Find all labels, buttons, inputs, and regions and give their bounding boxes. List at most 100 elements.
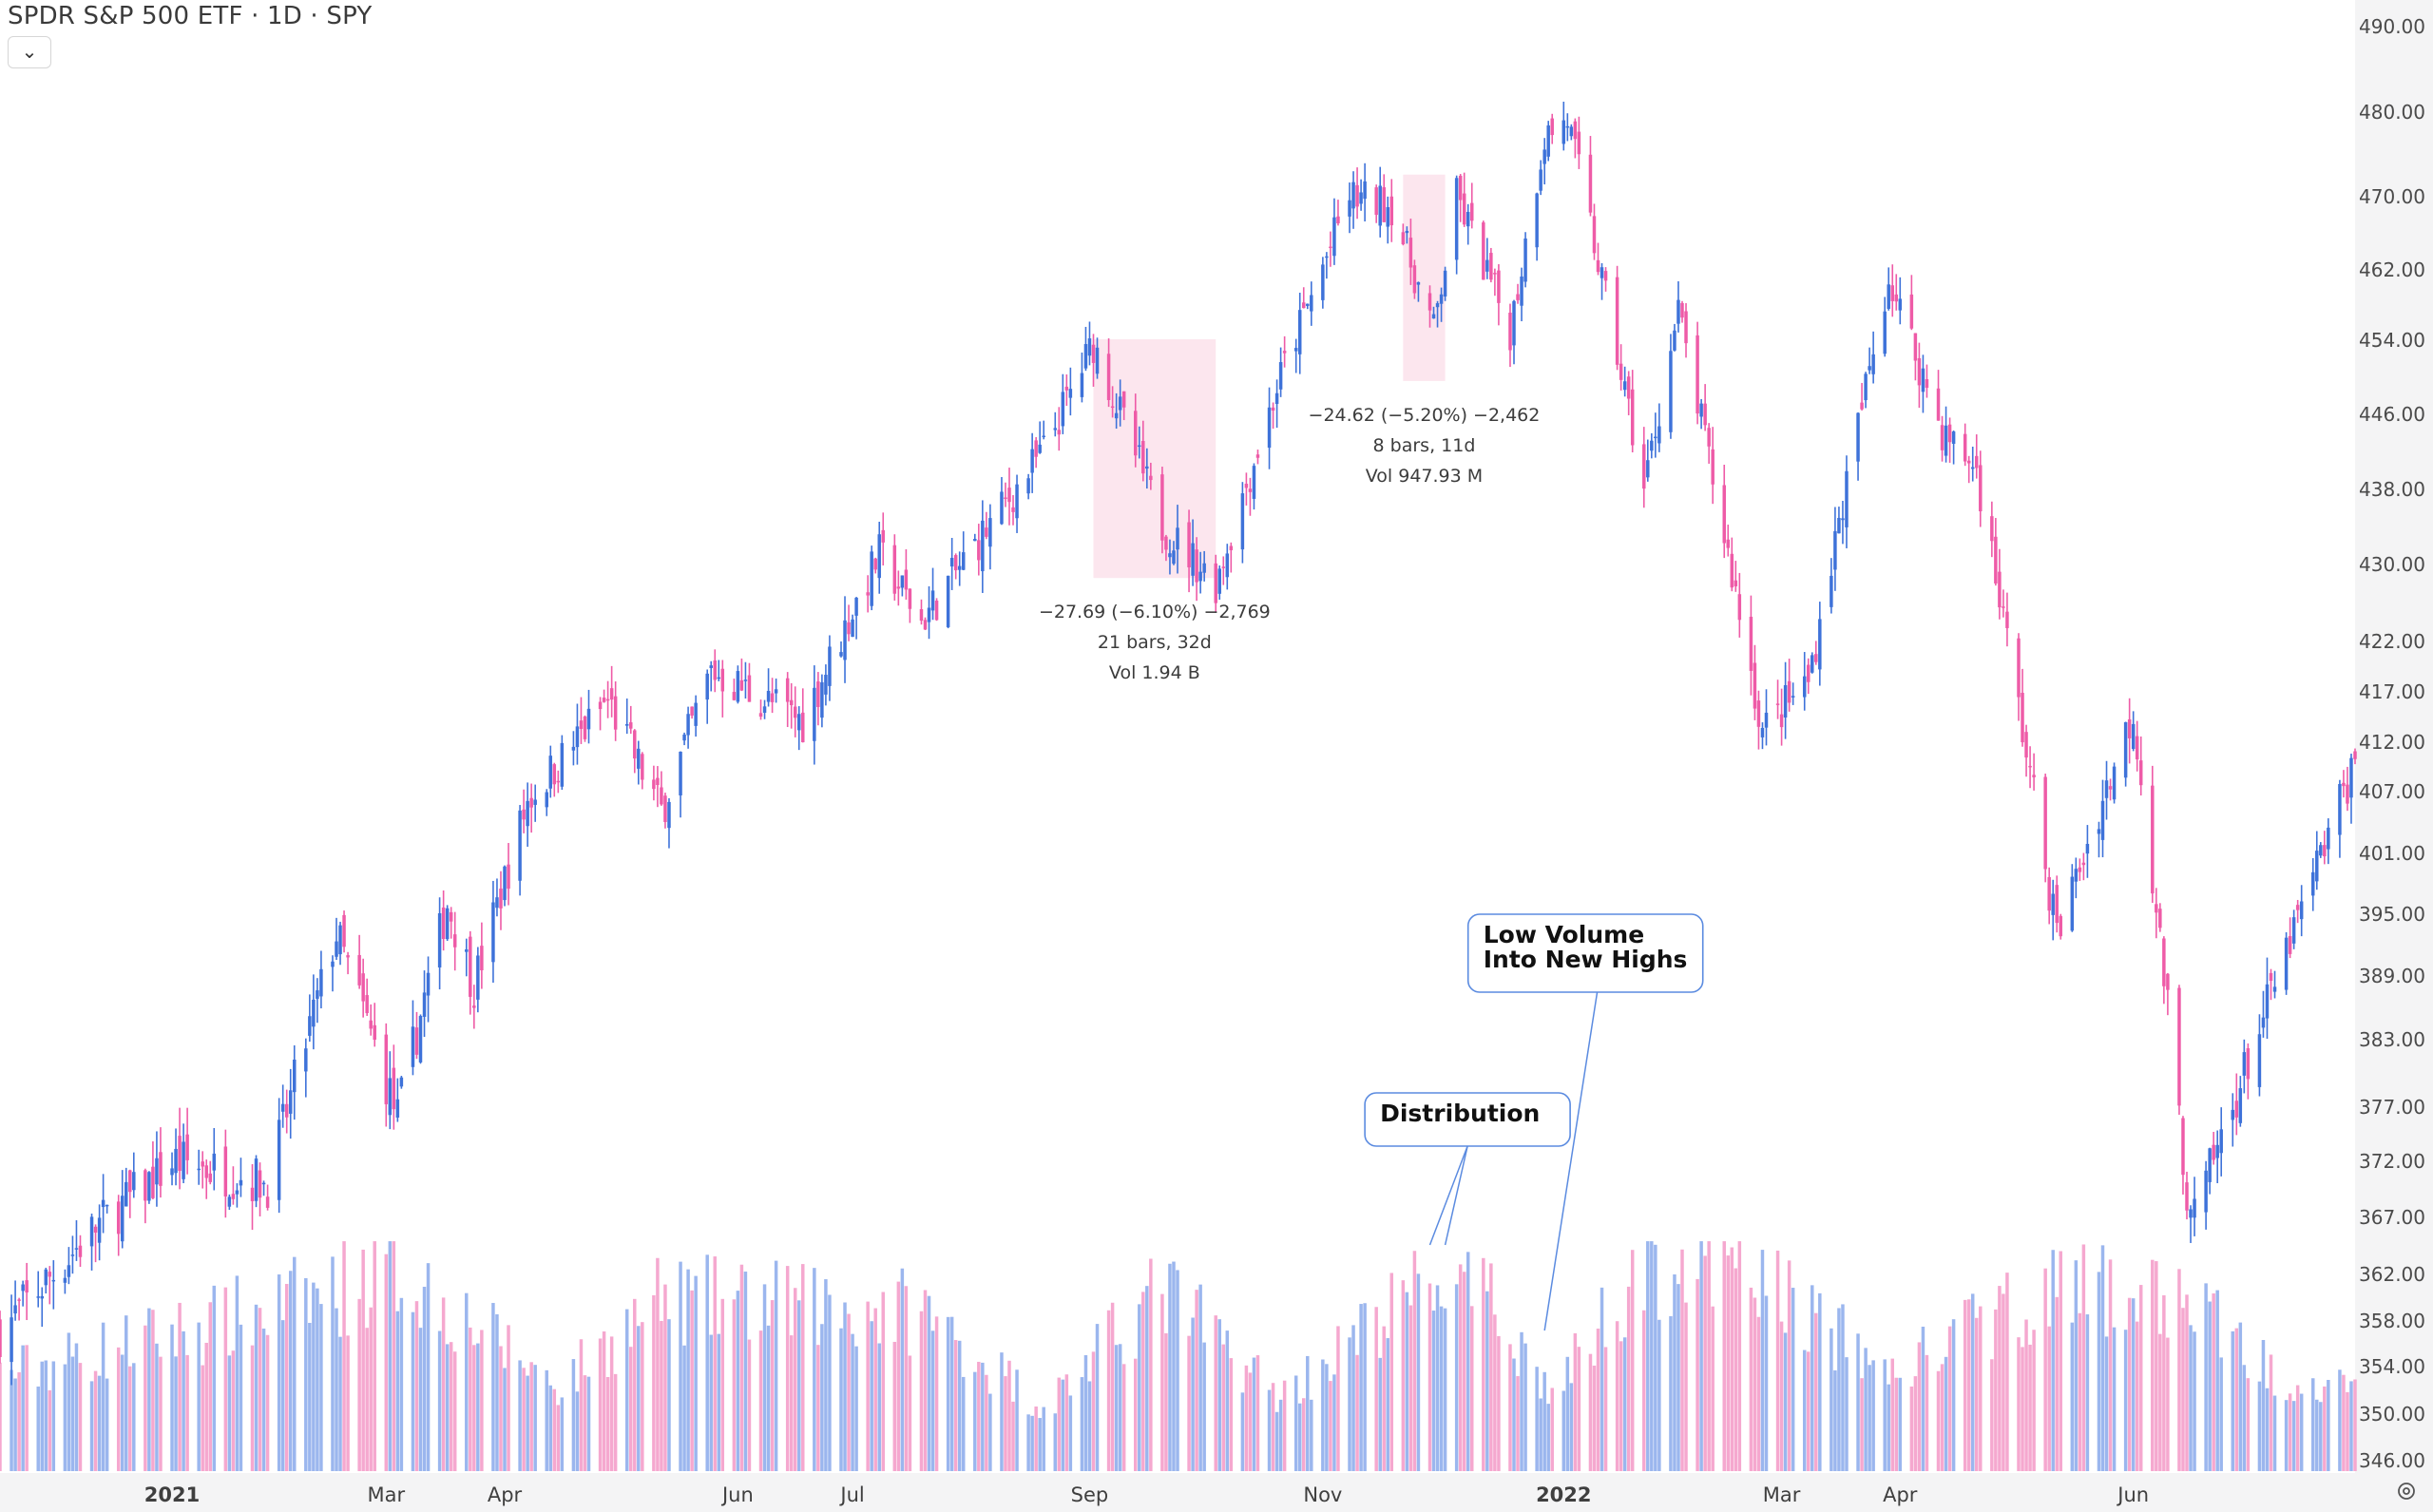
candle-body bbox=[1439, 294, 1444, 304]
volume-bar bbox=[854, 1346, 858, 1471]
candle-body bbox=[2097, 829, 2101, 834]
candle-body bbox=[1030, 449, 1034, 473]
volume-bar bbox=[1348, 1337, 1351, 1471]
volume-bar bbox=[288, 1271, 293, 1471]
volume-bar bbox=[1600, 1287, 1604, 1471]
volume-bar bbox=[637, 1326, 641, 1471]
candle-body bbox=[1669, 351, 1673, 432]
candle-body bbox=[663, 795, 667, 822]
measurement-box[interactable] bbox=[1093, 339, 1216, 579]
volume-bar bbox=[465, 1292, 469, 1471]
candle-body bbox=[2112, 766, 2117, 800]
candle-body bbox=[1894, 294, 1899, 302]
settings-button[interactable] bbox=[2393, 1478, 2420, 1504]
candle-body bbox=[2127, 718, 2132, 738]
volume-bar bbox=[1994, 1309, 1998, 1471]
candle-body bbox=[2177, 987, 2181, 1106]
volume-bar bbox=[2338, 1369, 2342, 1471]
volume-bar bbox=[1737, 1241, 1742, 1471]
candle-body bbox=[1431, 314, 1436, 319]
candle-body bbox=[1389, 196, 1394, 226]
candle-body bbox=[1271, 407, 1275, 411]
candle-body bbox=[1310, 295, 1313, 312]
candle-body bbox=[2155, 904, 2158, 913]
candle-body bbox=[1412, 265, 1417, 294]
candle-body bbox=[1756, 700, 1761, 727]
time-tick-label: Mar bbox=[367, 1483, 405, 1506]
chevron-down-icon: ⌄ bbox=[21, 40, 38, 63]
annotations: −27.69 (−6.10%) −2,769 21 bars, 32d Vol 1.… bbox=[1039, 405, 1704, 1331]
volume-bar bbox=[2108, 1259, 2113, 1471]
volume-bar bbox=[2112, 1327, 2117, 1471]
candle-body bbox=[1963, 433, 1967, 462]
candle-body bbox=[1940, 425, 1944, 450]
volume-bar bbox=[1913, 1376, 1918, 1471]
volume-bar bbox=[1783, 1332, 1788, 1471]
candle-body bbox=[1176, 527, 1179, 550]
volume-bar bbox=[1508, 1344, 1512, 1471]
candle-body bbox=[1535, 193, 1539, 248]
volume-bar bbox=[2131, 1298, 2136, 1471]
candle-body bbox=[739, 679, 744, 691]
candle-body bbox=[985, 527, 988, 537]
volume-bar bbox=[2288, 1393, 2292, 1471]
time-axis[interactable]: 2021 Mar Apr Jun Jul Sep Nov 2022 Mar Apr Jun bbox=[144, 1483, 2149, 1506]
candle-body bbox=[1830, 575, 1833, 607]
volume-bar bbox=[1118, 1344, 1122, 1471]
candles[interactable] bbox=[0, 102, 2357, 1386]
price-tick-label: 480.00 bbox=[2359, 101, 2425, 124]
measurement-box[interactable] bbox=[1403, 174, 1446, 381]
volume-bar bbox=[1378, 1357, 1382, 1471]
volume-bar bbox=[1408, 1305, 1413, 1471]
candle-body bbox=[40, 1295, 44, 1299]
candle-body bbox=[212, 1153, 217, 1171]
volume-bar bbox=[789, 1335, 794, 1471]
chart-dropdown-button[interactable]: ⌄ bbox=[8, 36, 51, 68]
candle-body bbox=[2323, 845, 2327, 857]
candle-body bbox=[10, 1317, 13, 1363]
candle-body bbox=[93, 1226, 98, 1234]
volume-bar bbox=[1252, 1357, 1256, 1471]
volume-bar bbox=[624, 1309, 629, 1471]
candle-body bbox=[1749, 616, 1753, 671]
volume-bar bbox=[1435, 1285, 1440, 1471]
candle-body bbox=[1887, 284, 1890, 309]
candle-body bbox=[1106, 354, 1111, 400]
volume-bar bbox=[1654, 1244, 1657, 1471]
volume-bar bbox=[1542, 1371, 1546, 1471]
price-tick-label: 354.00 bbox=[2359, 1355, 2425, 1378]
candle-body bbox=[732, 692, 737, 700]
volume-bar bbox=[2059, 1251, 2062, 1471]
candle-body bbox=[2162, 938, 2166, 986]
candle-body bbox=[342, 914, 346, 947]
candle-body bbox=[747, 675, 752, 702]
measurement-boxes bbox=[1093, 174, 1446, 579]
price-tick-label: 389.00 bbox=[2359, 965, 2425, 987]
callout-box[interactable] bbox=[1466, 913, 1704, 993]
volume-bar bbox=[739, 1264, 744, 1471]
candle-body bbox=[1348, 200, 1351, 217]
volume-bar bbox=[1837, 1308, 1841, 1471]
volume-bar bbox=[1673, 1274, 1676, 1471]
volume-bar bbox=[174, 1356, 178, 1471]
volume-bar bbox=[437, 1330, 442, 1471]
candle-body bbox=[422, 992, 427, 1017]
volume-bar bbox=[1168, 1263, 1172, 1471]
volume-bar bbox=[125, 1315, 128, 1471]
price-axis[interactable]: 490.00 480.00 470.00 462.00 454.00 446.00 438.… bbox=[2359, 15, 2425, 1472]
candle-body bbox=[1921, 368, 1925, 392]
candle-body bbox=[2017, 638, 2021, 698]
volume-bar bbox=[1221, 1344, 1226, 1471]
volume-bar bbox=[1775, 1250, 1780, 1471]
candle-body bbox=[1244, 483, 1249, 488]
volume-bar bbox=[1787, 1260, 1791, 1471]
candle-body bbox=[132, 1172, 136, 1191]
volume-bar bbox=[151, 1310, 155, 1471]
candle-body bbox=[1626, 376, 1631, 399]
candle-body bbox=[552, 764, 557, 785]
volume-bar bbox=[1149, 1258, 1153, 1471]
price-axis-background bbox=[2355, 0, 2433, 1512]
candle-body bbox=[1630, 389, 1635, 446]
volume-bar bbox=[1164, 1332, 1168, 1471]
